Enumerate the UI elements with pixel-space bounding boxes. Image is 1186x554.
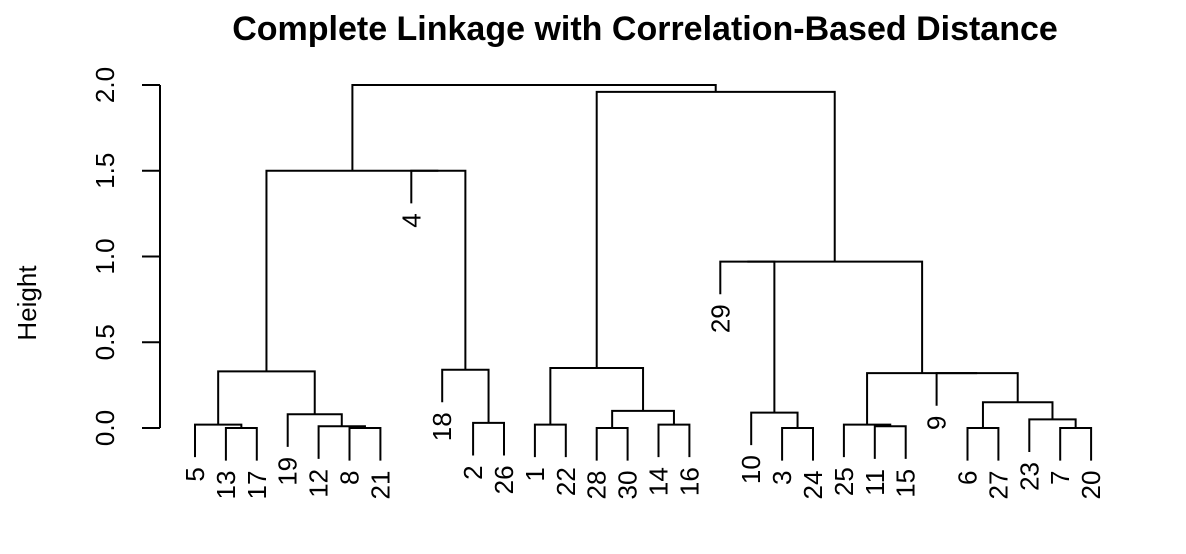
y-tick-label: 1.0 — [90, 238, 120, 274]
leaf-label: 6 — [953, 471, 983, 485]
leaf-label: 11 — [860, 469, 890, 496]
dendrogram-link — [935, 372, 1019, 406]
leaf-label: 24 — [798, 471, 828, 500]
leaf-label: 3 — [767, 471, 797, 485]
dendrogram-link — [549, 366, 645, 425]
leaf-label: 7 — [1045, 471, 1075, 485]
y-tick-label: 0.5 — [90, 324, 120, 360]
y-axis-label: Height — [12, 265, 42, 341]
dendrogram-link — [410, 169, 467, 370]
leaf-label: 17 — [242, 471, 272, 500]
leaf-label: 29 — [705, 304, 735, 333]
leaf-label: 10 — [736, 455, 766, 484]
y-tick-label: 2.0 — [90, 67, 120, 103]
dendrogram-link — [747, 260, 924, 374]
dendrogram-link — [224, 427, 258, 461]
dendrogram-link — [981, 401, 1054, 428]
leaf-label: 12 — [304, 469, 334, 498]
leaf-label: 13 — [211, 471, 241, 500]
leaf-label: 4 — [396, 213, 426, 227]
leaf-label: 14 — [644, 467, 674, 496]
dendrogram-link — [533, 423, 567, 458]
dendrogram-link — [194, 423, 243, 458]
dendrogram-tree — [194, 84, 1093, 461]
leaf-label: 8 — [335, 471, 365, 485]
leaf-label: 9 — [922, 416, 952, 430]
dendrogram-link — [472, 421, 505, 456]
leaf-label: 16 — [674, 467, 704, 496]
dendrogram-link — [1059, 427, 1093, 461]
dendrogram-link — [286, 413, 343, 447]
dendrogram-link — [873, 425, 907, 459]
leaf-label: 19 — [273, 457, 303, 486]
leaf-label: 28 — [582, 471, 612, 500]
dendrogram-link — [866, 372, 978, 425]
chart-title: Complete Linkage with Correlation-Based … — [232, 10, 1058, 48]
y-tick-label: 0.0 — [90, 410, 120, 446]
leaf-label: 5 — [180, 467, 210, 481]
leaf-label: 30 — [613, 471, 643, 500]
dendrogram-link — [351, 84, 717, 171]
leaf-label: 1 — [520, 467, 550, 481]
dendrogram-link — [842, 423, 892, 458]
dendrogram-link — [217, 370, 316, 425]
dendrogram-link — [265, 169, 439, 372]
y-axis: 0.0 0.5 1.0 1.5 2.0 — [90, 67, 161, 446]
leaf-label: 25 — [829, 467, 859, 496]
leaf-label: 27 — [983, 471, 1013, 500]
leaf-label: 15 — [891, 469, 921, 498]
dendrogram-link — [719, 260, 776, 413]
leaf-label: 20 — [1076, 471, 1106, 500]
dendrogram-link — [595, 427, 629, 461]
dendrogram-link — [657, 423, 691, 458]
leaf-label: 21 — [365, 471, 395, 500]
dendrogram-link — [1028, 418, 1077, 453]
leaf-label: 18 — [427, 412, 457, 441]
dendrogram-link — [781, 427, 814, 461]
leaf-label: 23 — [1014, 462, 1044, 491]
leaf-label: 26 — [489, 465, 519, 494]
y-tick-label: 1.5 — [90, 153, 120, 189]
leaf-label: 22 — [551, 467, 581, 496]
leaf-label: 2 — [458, 465, 488, 479]
dendrogram-link — [317, 425, 366, 459]
dendrogram-link — [966, 427, 1000, 461]
dendrogram-link — [348, 427, 382, 461]
